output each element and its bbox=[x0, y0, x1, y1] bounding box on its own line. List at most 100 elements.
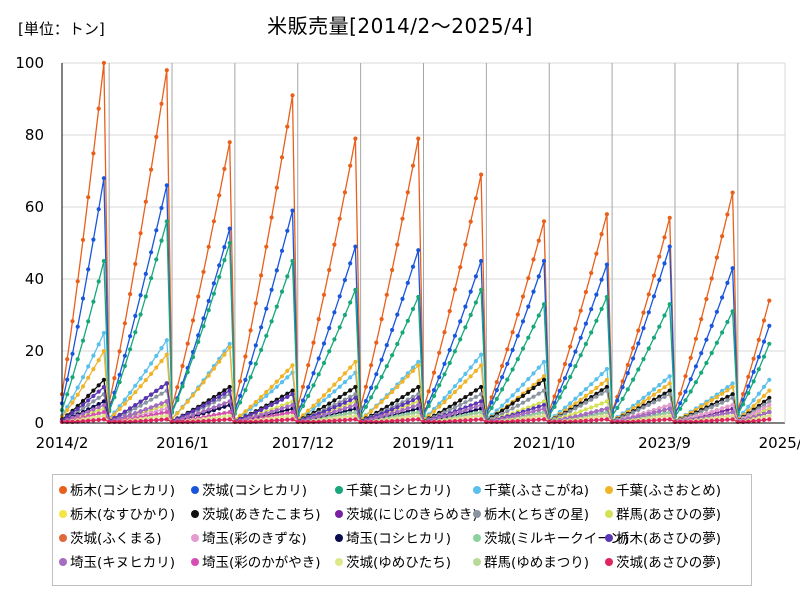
legend-item: 茨城(ゆめひたち) bbox=[335, 555, 451, 571]
data-point bbox=[363, 384, 368, 389]
data-point bbox=[332, 382, 337, 387]
data-point bbox=[531, 415, 536, 420]
data-point bbox=[337, 418, 342, 423]
series-line bbox=[61, 178, 770, 415]
legend-marker bbox=[335, 534, 343, 542]
data-point bbox=[541, 302, 547, 307]
data-point bbox=[149, 405, 154, 410]
data-point bbox=[337, 402, 342, 407]
data-point bbox=[253, 301, 258, 306]
data-point bbox=[541, 399, 547, 404]
data-point bbox=[473, 368, 478, 373]
data-point bbox=[122, 397, 127, 402]
data-point bbox=[573, 406, 578, 411]
data-point bbox=[274, 384, 279, 389]
data-point bbox=[227, 341, 232, 346]
data-point bbox=[143, 396, 148, 401]
data-point bbox=[353, 359, 358, 364]
data-point bbox=[264, 411, 269, 416]
data-point bbox=[80, 384, 86, 389]
data-point bbox=[746, 374, 751, 379]
data-point bbox=[269, 389, 274, 394]
data-point bbox=[410, 163, 416, 168]
data-point bbox=[468, 415, 473, 420]
data-point bbox=[390, 407, 395, 412]
data-point bbox=[599, 306, 604, 312]
data-point bbox=[751, 419, 756, 424]
data-point bbox=[489, 400, 494, 405]
data-point bbox=[201, 324, 206, 329]
data-point bbox=[279, 397, 285, 402]
legend-marker bbox=[59, 486, 67, 494]
data-point bbox=[473, 274, 478, 279]
data-point bbox=[531, 412, 536, 417]
data-point bbox=[657, 277, 662, 283]
data-point bbox=[767, 410, 772, 415]
data-point bbox=[568, 401, 573, 406]
data-point bbox=[96, 405, 101, 410]
data-point bbox=[458, 418, 463, 423]
legend-item: 茨城(あさひの夢) bbox=[605, 555, 721, 571]
data-point bbox=[154, 257, 159, 262]
data-point bbox=[248, 404, 253, 409]
data-point bbox=[410, 414, 416, 419]
data-point bbox=[405, 403, 410, 408]
data-point bbox=[290, 417, 295, 422]
data-point bbox=[730, 392, 735, 397]
data-point bbox=[515, 312, 520, 317]
data-point bbox=[704, 419, 709, 424]
data-point bbox=[730, 417, 735, 422]
data-point bbox=[211, 405, 216, 410]
data-point bbox=[583, 411, 589, 417]
data-point bbox=[400, 296, 405, 301]
legend-item: 千葉(ふさこがね) bbox=[473, 483, 589, 499]
data-point bbox=[604, 366, 610, 372]
data-point bbox=[290, 413, 295, 418]
data-point bbox=[573, 326, 578, 331]
data-point bbox=[699, 409, 704, 414]
data-point bbox=[520, 418, 526, 423]
data-point bbox=[720, 391, 725, 396]
data-point bbox=[761, 417, 767, 423]
data-point bbox=[274, 379, 279, 384]
data-point bbox=[332, 418, 337, 423]
data-point bbox=[238, 379, 243, 384]
data-point bbox=[285, 407, 290, 413]
y-tick-label: 80 bbox=[25, 126, 44, 144]
data-point bbox=[138, 384, 143, 389]
data-point bbox=[285, 124, 290, 129]
data-point bbox=[678, 406, 683, 411]
legend-label: 群馬(ゆめまつり) bbox=[484, 555, 590, 571]
data-point bbox=[164, 399, 169, 404]
data-point bbox=[541, 359, 547, 364]
data-point bbox=[274, 408, 279, 413]
data-point bbox=[316, 356, 321, 361]
data-point bbox=[395, 398, 400, 403]
data-point bbox=[515, 413, 520, 418]
data-point bbox=[463, 242, 468, 247]
legend-item: 茨城(ふくまる) bbox=[59, 531, 162, 547]
data-point bbox=[410, 306, 416, 312]
data-point bbox=[206, 298, 211, 304]
data-point bbox=[149, 276, 154, 281]
data-point bbox=[730, 309, 735, 314]
data-point bbox=[154, 403, 159, 408]
legend-label: 埼玉(コシヒカリ) bbox=[346, 531, 452, 547]
data-point bbox=[594, 394, 599, 399]
data-point bbox=[583, 289, 589, 295]
data-point bbox=[636, 367, 641, 372]
data-point bbox=[693, 364, 699, 369]
data-point bbox=[410, 394, 416, 399]
data-point bbox=[285, 404, 290, 409]
data-point bbox=[395, 418, 400, 423]
legend-item: 茨城(ミルキークイーン) bbox=[473, 531, 629, 547]
data-point bbox=[452, 389, 457, 395]
data-point bbox=[500, 403, 505, 408]
data-point bbox=[86, 364, 91, 369]
data-point bbox=[91, 367, 96, 372]
data-point bbox=[599, 401, 604, 406]
data-point bbox=[384, 394, 389, 400]
data-point bbox=[405, 190, 410, 195]
y-tick-label: 40 bbox=[25, 270, 44, 288]
data-point bbox=[505, 405, 510, 410]
